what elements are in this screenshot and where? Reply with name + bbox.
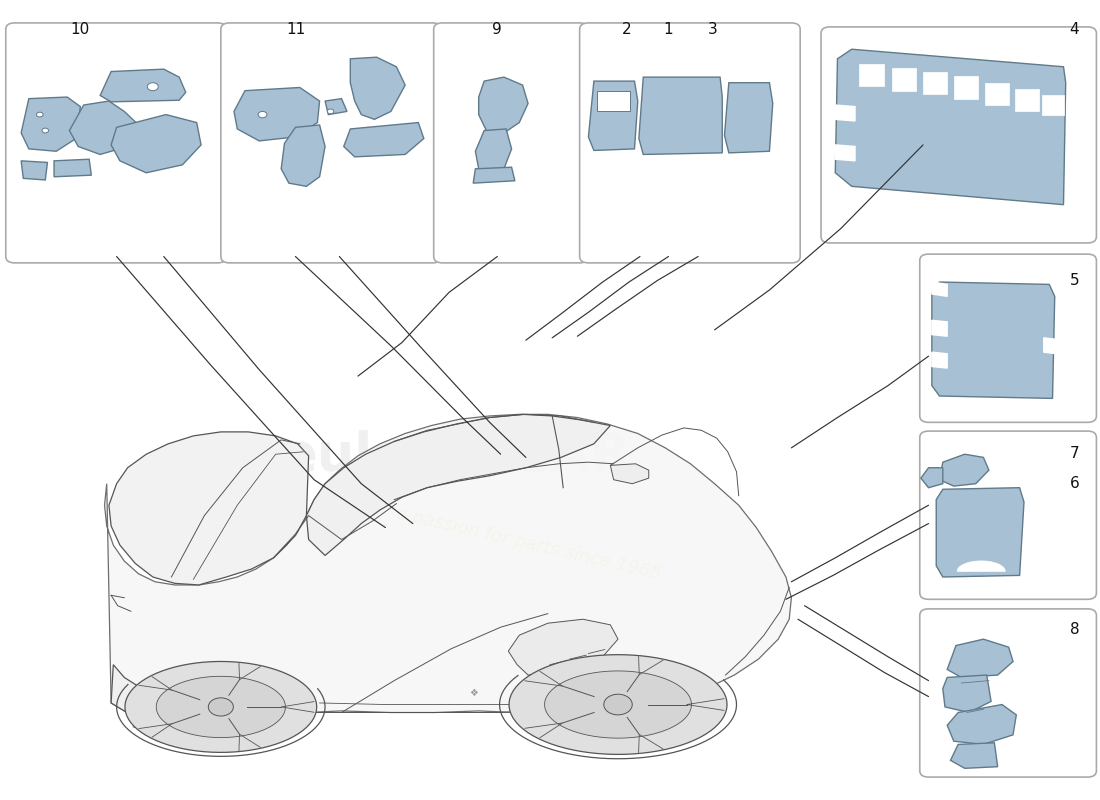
Polygon shape: [156, 676, 286, 738]
Polygon shape: [54, 159, 91, 177]
Text: 6: 6: [1069, 476, 1079, 491]
Polygon shape: [350, 57, 405, 119]
Polygon shape: [921, 468, 943, 488]
FancyBboxPatch shape: [920, 254, 1097, 422]
Polygon shape: [639, 77, 723, 154]
Text: a passion for parts since 1965: a passion for parts since 1965: [394, 504, 662, 583]
Polygon shape: [588, 81, 638, 150]
Text: 11: 11: [286, 22, 305, 37]
Text: 7: 7: [1069, 446, 1079, 461]
Circle shape: [604, 694, 632, 715]
Polygon shape: [859, 63, 883, 86]
Polygon shape: [1015, 89, 1040, 111]
Text: ❖: ❖: [469, 688, 477, 698]
FancyBboxPatch shape: [6, 23, 227, 263]
Circle shape: [147, 82, 158, 90]
Polygon shape: [69, 101, 139, 154]
Polygon shape: [21, 161, 47, 180]
FancyBboxPatch shape: [920, 431, 1097, 599]
Polygon shape: [104, 414, 791, 727]
Text: euloshoeAR: euloshoeAR: [282, 430, 631, 482]
Polygon shape: [343, 122, 424, 157]
Polygon shape: [932, 352, 947, 368]
Polygon shape: [508, 619, 618, 675]
Polygon shape: [835, 105, 855, 121]
Polygon shape: [943, 675, 991, 713]
Polygon shape: [835, 50, 1066, 205]
Polygon shape: [544, 671, 692, 738]
Polygon shape: [125, 662, 317, 752]
Polygon shape: [835, 145, 855, 161]
FancyBboxPatch shape: [221, 23, 441, 263]
Polygon shape: [932, 282, 1055, 398]
Text: 9: 9: [493, 22, 503, 37]
Polygon shape: [1042, 95, 1064, 115]
Text: 5: 5: [1069, 273, 1079, 288]
Text: 4: 4: [1069, 22, 1079, 37]
Text: 8: 8: [1069, 622, 1079, 637]
Polygon shape: [100, 69, 186, 102]
Polygon shape: [478, 77, 528, 133]
Polygon shape: [610, 464, 649, 484]
Polygon shape: [597, 90, 630, 111]
Polygon shape: [923, 71, 947, 94]
Polygon shape: [954, 76, 978, 98]
Polygon shape: [950, 743, 998, 768]
Circle shape: [36, 112, 43, 117]
Polygon shape: [21, 97, 80, 151]
Polygon shape: [131, 697, 254, 721]
Polygon shape: [111, 665, 282, 727]
Polygon shape: [936, 488, 1024, 577]
FancyBboxPatch shape: [433, 23, 588, 263]
Polygon shape: [475, 129, 512, 175]
Text: 2: 2: [621, 22, 631, 37]
Circle shape: [42, 128, 48, 133]
Polygon shape: [947, 705, 1016, 744]
Polygon shape: [1044, 338, 1057, 354]
Polygon shape: [947, 639, 1013, 678]
Polygon shape: [307, 414, 610, 555]
Polygon shape: [984, 82, 1009, 105]
Polygon shape: [932, 320, 947, 336]
Polygon shape: [892, 68, 916, 90]
Polygon shape: [957, 561, 1005, 571]
Polygon shape: [109, 432, 309, 585]
Text: 3: 3: [707, 22, 717, 37]
Polygon shape: [234, 87, 320, 141]
Polygon shape: [932, 282, 947, 296]
Text: 10: 10: [70, 22, 90, 37]
Polygon shape: [509, 654, 727, 754]
FancyBboxPatch shape: [821, 27, 1097, 243]
Text: 1: 1: [663, 22, 673, 37]
Polygon shape: [282, 125, 326, 186]
Polygon shape: [111, 114, 201, 173]
Polygon shape: [725, 82, 772, 153]
Polygon shape: [326, 98, 346, 114]
Circle shape: [208, 698, 233, 716]
Polygon shape: [939, 454, 989, 486]
Circle shape: [258, 111, 267, 118]
FancyBboxPatch shape: [580, 23, 800, 263]
FancyBboxPatch shape: [920, 609, 1097, 777]
Circle shape: [328, 109, 333, 114]
Polygon shape: [473, 167, 515, 183]
